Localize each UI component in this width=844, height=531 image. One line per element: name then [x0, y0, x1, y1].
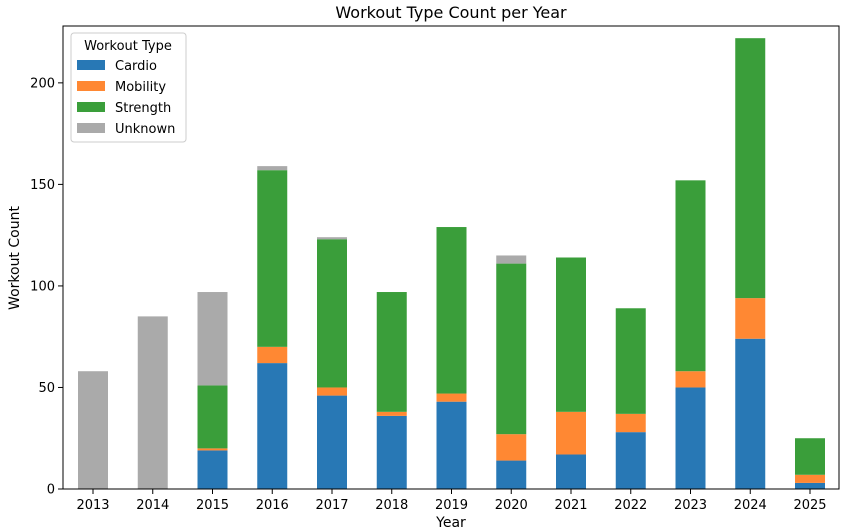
bar-mobility-2019: [436, 393, 467, 402]
legend: Workout Type Cardio Mobility Strength Unkno…: [70, 32, 187, 143]
bar-strength-2022: [615, 308, 646, 414]
y-tick-label: 150: [30, 178, 55, 193]
bar-unknown-2016: [257, 166, 288, 171]
chart-title: Workout Type Count per Year: [335, 3, 567, 22]
bar-mobility-2015: [197, 448, 228, 451]
legend-swatch-cardio: [77, 60, 105, 70]
x-tick-label: 2023: [674, 498, 707, 513]
bar-mobility-2022: [615, 413, 646, 433]
bar-strength-2017: [317, 239, 347, 388]
bar-strength-2019: [436, 227, 467, 394]
bar-mobility-2024: [735, 298, 766, 339]
x-tick-label: 2015: [196, 498, 229, 513]
bar-cardio-2018: [376, 415, 407, 489]
bar-unknown-2013: [78, 371, 108, 489]
x-tick-label: 2017: [315, 498, 348, 513]
bar-cardio-2024: [735, 338, 766, 489]
bar-unknown-2014: [137, 316, 168, 489]
legend-label-strength: Strength: [115, 101, 171, 116]
bar-strength-2024: [735, 38, 766, 299]
y-tick-label: 50: [38, 381, 55, 396]
bar-cardio-2023: [675, 387, 706, 489]
bar-cardio-2017: [317, 395, 347, 489]
bar-strength-2015: [197, 385, 228, 449]
bar-cardio-2016: [257, 363, 288, 489]
x-axis-label: Year: [435, 515, 466, 531]
x-tick-label: 2025: [793, 498, 826, 513]
bars-group: [78, 38, 825, 489]
x-tick-label: 2013: [76, 498, 109, 513]
bar-cardio-2021: [556, 454, 586, 489]
x-tick-label: 2022: [614, 498, 647, 513]
bar-mobility-2023: [675, 371, 706, 388]
x-tick-label: 2021: [554, 498, 587, 513]
legend-swatch-mobility: [77, 81, 105, 91]
bar-strength-2018: [376, 292, 407, 412]
legend-items: Cardio Mobility Strength Unknown: [77, 59, 175, 137]
bar-unknown-2017: [317, 237, 347, 240]
x-tick-label: 2020: [495, 498, 528, 513]
y-tick-label: 200: [30, 76, 55, 91]
bar-mobility-2020: [496, 434, 527, 461]
bar-mobility-2017: [317, 387, 347, 396]
bar-strength-2025: [795, 438, 825, 475]
bar-unknown-2020: [496, 255, 527, 264]
legend-swatch-strength: [77, 102, 105, 112]
y-tick-label: 0: [47, 483, 55, 498]
legend-label-unknown: Unknown: [115, 122, 175, 137]
bar-cardio-2022: [615, 432, 646, 489]
y-axis: 0 50 100 150 200: [30, 76, 63, 498]
bar-mobility-2021: [556, 411, 586, 455]
legend-label-cardio: Cardio: [115, 59, 157, 74]
y-tick-label: 100: [30, 279, 55, 294]
bar-mobility-2018: [376, 411, 407, 416]
x-tick-label: 2014: [136, 498, 169, 513]
x-tick-label: 2024: [734, 498, 767, 513]
bar-strength-2021: [556, 257, 586, 412]
bar-strength-2016: [257, 170, 288, 347]
x-tick-label: 2019: [435, 498, 468, 513]
bar-cardio-2015: [197, 450, 228, 489]
legend-swatch-unknown: [77, 123, 105, 133]
bar-strength-2023: [675, 180, 706, 372]
bar-cardio-2020: [496, 460, 527, 489]
bar-mobility-2016: [257, 346, 288, 364]
bar-strength-2020: [496, 263, 527, 435]
x-axis: 2013 2014 2015 2016 2017 2018 2019 2020 2021 2022…: [76, 489, 827, 513]
bar-cardio-2025: [795, 482, 825, 489]
x-tick-label: 2016: [256, 498, 289, 513]
bar-unknown-2015: [197, 292, 228, 386]
y-axis-label: Workout Count: [7, 206, 23, 310]
legend-label-mobility: Mobility: [115, 80, 166, 95]
x-tick-label: 2018: [375, 498, 408, 513]
bar-mobility-2025: [795, 474, 825, 483]
bar-cardio-2019: [436, 401, 467, 489]
legend-title: Workout Type: [84, 39, 172, 54]
